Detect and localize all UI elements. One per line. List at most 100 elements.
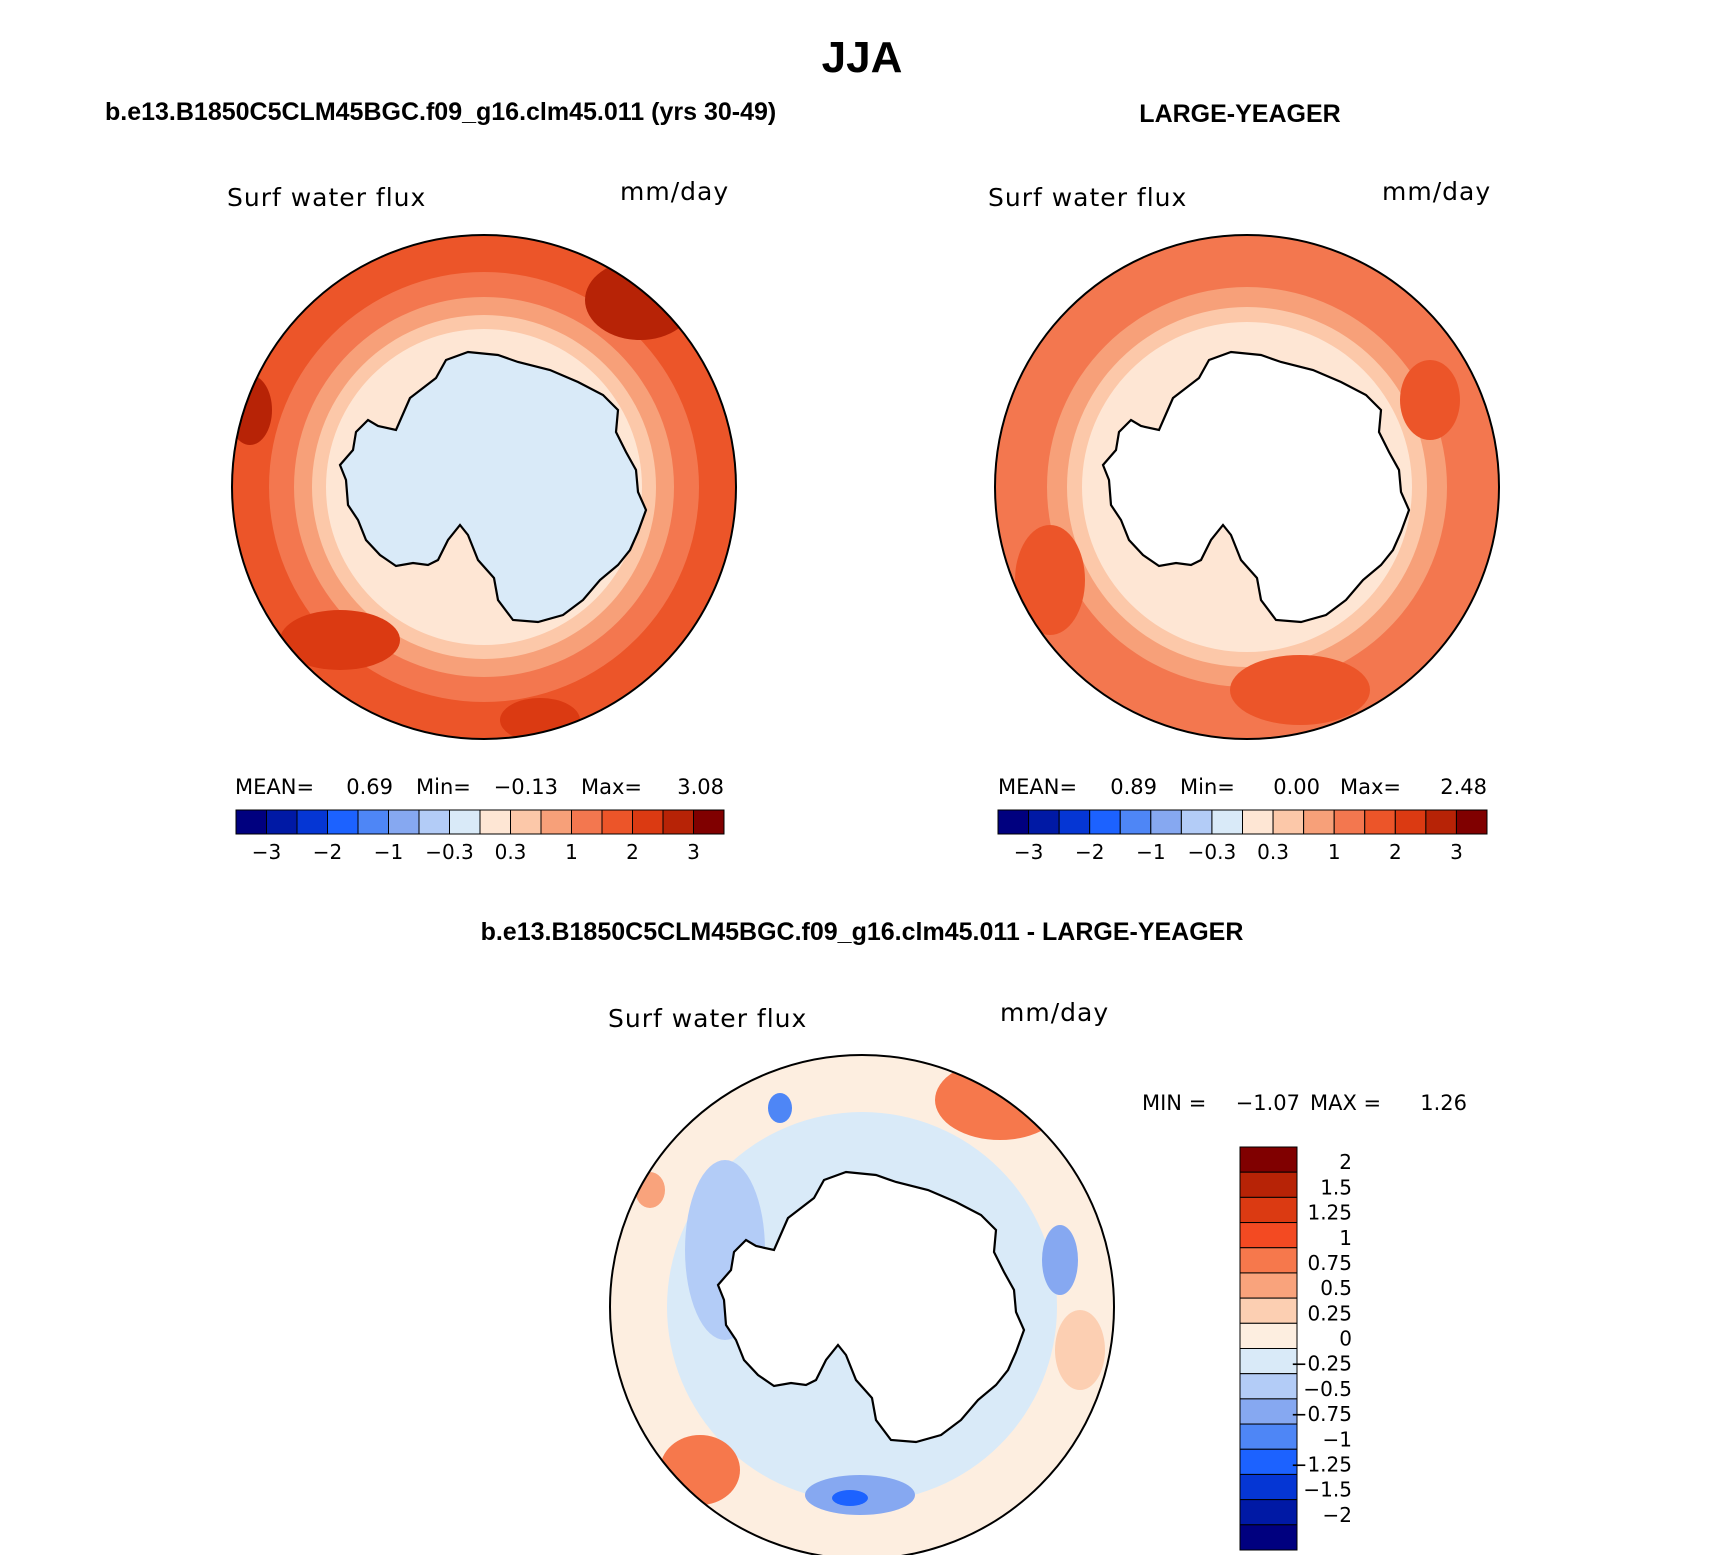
colorbar-swatch [1150, 809, 1182, 835]
colorbar-swatch [1239, 1171, 1298, 1198]
figure-title: JJA [822, 33, 903, 82]
panel-heading: b.e13.B1850C5CLM45BGC.f09_g16.clm45.011 … [105, 98, 776, 126]
colorbar-tick-label: 1 [1328, 840, 1341, 864]
variable-label: Surf water flux [227, 183, 426, 212]
max-value: 1.26 [1420, 1091, 1467, 1115]
colorbar-tick-label: 0.5 [1320, 1276, 1352, 1300]
colorbar-swatch [357, 809, 389, 835]
units-label: mm/day [620, 177, 729, 206]
colorbar-tick-label: 2 [1389, 840, 1402, 864]
map-patch [280, 610, 400, 670]
colorbar-swatch [997, 809, 1030, 835]
colorbar-tick-label: −1 [1136, 840, 1165, 864]
colorbar-swatch [1239, 1448, 1298, 1475]
max-label: Max= [581, 775, 642, 799]
min-value: 0.00 [1273, 775, 1320, 799]
colorbar-swatch [1239, 1297, 1298, 1324]
map-patch [1400, 360, 1460, 440]
colorbar-swatch [1303, 809, 1335, 835]
min-label: Min= [1180, 775, 1235, 799]
panel-heading: b.e13.B1850C5CLM45BGC.f09_g16.clm45.011 … [481, 918, 1244, 946]
colorbar-swatch [571, 809, 603, 835]
colorbar-swatch [1119, 809, 1152, 835]
colorbar-tick-label: −1.25 [1291, 1452, 1352, 1476]
colorbar-tick-label: −3 [1014, 840, 1043, 864]
colorbar-tick-label: 0.25 [1307, 1301, 1352, 1325]
variable-label: Surf water flux [608, 1004, 807, 1033]
map-border [609, 1054, 1115, 1555]
colorbar-tick-label: −1.5 [1303, 1478, 1352, 1502]
colorbar-swatch [1239, 1222, 1298, 1249]
units-label: mm/day [1000, 998, 1109, 1027]
colorbar-tick-label: 3 [1450, 840, 1463, 864]
colorbar-tick-label: 1.25 [1307, 1201, 1352, 1225]
colorbar-tick-label: −1 [374, 840, 403, 864]
colorbar-swatch [449, 809, 481, 835]
colorbar-tick-label: 0.3 [1257, 840, 1289, 864]
colorbar-swatch [479, 809, 511, 835]
colorbar-tick-label: 0.75 [1307, 1251, 1352, 1275]
max-label: Max= [1340, 775, 1401, 799]
colorbar-swatch [1239, 1473, 1298, 1501]
map-patch [500, 698, 580, 739]
max-label: MAX = [1310, 1091, 1381, 1115]
colorbar-swatch [632, 809, 664, 835]
colorbar-swatch [1239, 1423, 1298, 1450]
min-label: Min= [416, 775, 471, 799]
colorbar-swatch [235, 809, 267, 835]
map-patch [1230, 655, 1370, 725]
map-patch [1042, 1225, 1078, 1295]
map-patch [660, 1435, 740, 1505]
antarctica-land [716, 1170, 1026, 1444]
colorbar-swatch [1239, 1322, 1298, 1349]
panel-difference: b.e13.B1850C5CLM45BGC.f09_g16.clm45.011 … [481, 918, 1467, 1555]
colorbar-swatch [1425, 809, 1457, 835]
colorbar-swatch [1272, 809, 1305, 835]
map-border [231, 234, 737, 740]
colorbar-swatch [1242, 809, 1274, 835]
colorbar-tick-label: −1 [1323, 1427, 1352, 1451]
colorbar-swatch [418, 809, 450, 835]
units-label: mm/day [1382, 177, 1491, 206]
colorbar-tick-label: 1 [565, 840, 578, 864]
antarctica-land [1101, 350, 1411, 624]
colorbar-tick-label: 1.5 [1320, 1175, 1352, 1199]
colorbar-tick-label: 0 [1339, 1327, 1352, 1351]
map-border [994, 234, 1500, 740]
colorbar-swatch [1239, 1524, 1298, 1551]
colorbar-swatch [1455, 809, 1488, 835]
colorbar-swatch [1239, 1272, 1298, 1299]
mean-label: MEAN= [998, 775, 1077, 799]
colorbar-swatch [1089, 809, 1121, 835]
colorbar-tick-label: 3 [687, 840, 700, 864]
colorbar-tick-label: −0.75 [1291, 1402, 1352, 1426]
variable-label: Surf water flux [988, 183, 1187, 212]
colorbar-tick-label: −0.5 [1303, 1377, 1352, 1401]
colorbar-swatch [1239, 1196, 1298, 1224]
colorbar: −3 −2 −1 −0.3 0.3 1 2 3 [235, 809, 725, 864]
colorbar-swatch [1211, 809, 1243, 835]
mean-value: 0.89 [1110, 775, 1157, 799]
colorbar-swatch [1394, 809, 1427, 835]
colorbar-swatch [1028, 809, 1060, 835]
colorbar-tick-label: 2 [1339, 1150, 1352, 1174]
colorbar-swatch [1180, 809, 1213, 835]
panel-control: b.e13.B1850C5CLM45BGC.f09_g16.clm45.011 … [105, 98, 776, 864]
colorbar-tick-label: 2 [626, 840, 639, 864]
max-value: 3.08 [677, 775, 724, 799]
colorbar-swatch [266, 809, 298, 835]
colorbar-tick-label: −2 [1075, 840, 1104, 864]
mean-value: 0.69 [346, 775, 393, 799]
map-patch [832, 1490, 868, 1506]
colorbar: 21.51.2510.750.50.250−0.25−0.5−0.75−1−1.… [1239, 1146, 1352, 1551]
colorbar-swatch [1058, 809, 1091, 835]
panel-observation: LARGE-YEAGER Surf water flux mm/day MEAN… [988, 100, 1500, 864]
antarctica-land [338, 350, 648, 624]
colorbar-swatch [1364, 809, 1396, 835]
colorbar-swatch [1239, 1146, 1298, 1173]
colorbar-swatch [1333, 809, 1366, 835]
min-label: MIN = [1142, 1091, 1206, 1115]
colorbar-tick-label: −2 [1323, 1503, 1352, 1527]
colorbar-swatch [540, 809, 572, 835]
